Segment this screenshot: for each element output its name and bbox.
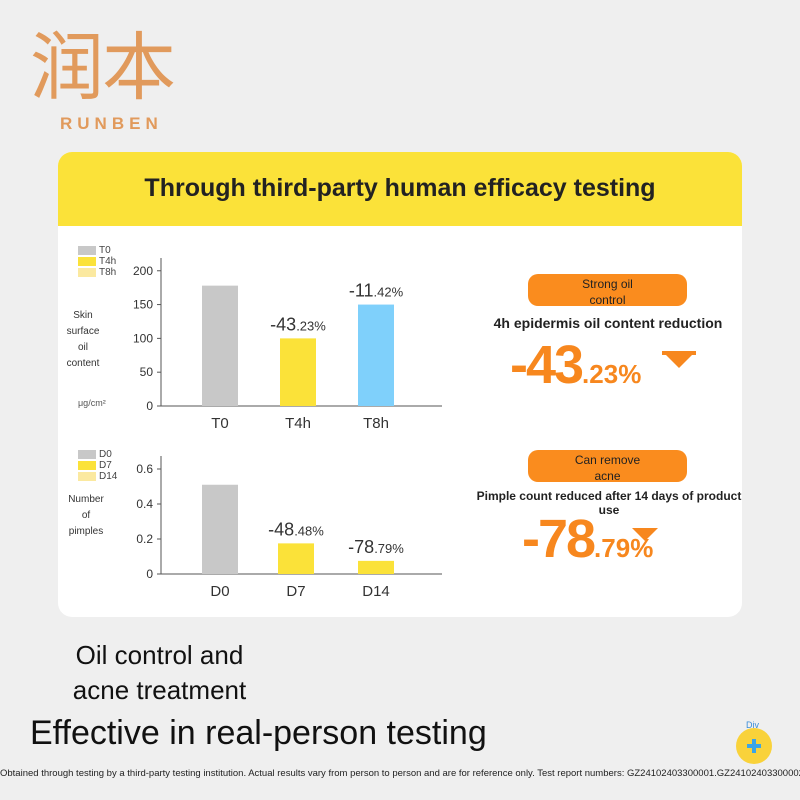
legend-swatch <box>78 449 96 459</box>
legend-item-d14: D14 <box>78 471 117 482</box>
chart1-legend: T0 T4h T8h <box>78 245 116 278</box>
x-tick-label: D0 <box>210 583 229 600</box>
badge-label: Div <box>746 720 759 730</box>
y-tick-label: 100 <box>133 331 153 345</box>
y-tick-label: 200 <box>133 264 153 278</box>
down-arrow-icon <box>666 355 692 368</box>
chart1-ylabel: Skin surface oil content <box>66 310 100 369</box>
data-label: -48.48% <box>268 519 324 539</box>
legend-swatch <box>78 471 96 481</box>
legend-item-d7: D7 <box>78 460 117 471</box>
bar-d7 <box>278 543 314 574</box>
x-tick-label: T0 <box>211 415 229 432</box>
headline-oil-acne: Oil control and acne treatment <box>72 640 247 705</box>
brand-logo-cn: 润本 <box>30 25 176 111</box>
y-tick-label: 0 <box>146 567 153 581</box>
bar-d0 <box>202 484 238 574</box>
x-tick-label: D7 <box>286 583 305 600</box>
efficacy-card: Through third-party human efficacy testi… <box>58 152 742 617</box>
y-tick-label: 0.4 <box>136 497 153 511</box>
card-header <box>58 152 742 226</box>
chart-pimples: 0 0.2 0.4 0.6 D0 D7 -48.48% D14 -78.79% <box>136 456 442 600</box>
divide-badge-icon <box>752 739 756 753</box>
bar-t0 <box>202 285 238 406</box>
highlight-acne-tag: Can remove acne <box>528 450 687 483</box>
highlight-acne-percent: -78.79% <box>522 509 654 569</box>
disclaimer-footnote: Obtained through testing by a third-part… <box>0 768 800 779</box>
chart2-legend: D0 D7 D14 <box>78 449 117 482</box>
x-tick-label: D14 <box>362 583 390 600</box>
legend-swatch <box>78 245 96 255</box>
data-label: -11.42% <box>349 281 404 301</box>
chart1-unit: μg/cm² <box>78 398 106 408</box>
data-label: -78.79% <box>348 537 404 557</box>
x-tick-label: T4h <box>285 415 311 432</box>
legend-swatch <box>78 460 96 470</box>
card-title: Through third-party human efficacy testi… <box>144 174 656 202</box>
highlight-oil-tag: Strong oil control <box>528 274 687 307</box>
bar-d14 <box>358 560 394 574</box>
legend-item-t4h: T4h <box>78 256 116 267</box>
highlight-acne-desc: Pimple count reduced after 14 days of pr… <box>476 489 742 517</box>
legend-item-t8h: T8h <box>78 267 116 278</box>
legend-item-t0: T0 <box>78 245 116 256</box>
brand-logo-en: RUNBEN <box>60 114 163 133</box>
chart2-ylabel: Number of pimples <box>68 494 104 537</box>
y-tick-label: 150 <box>133 298 153 312</box>
chart-oil-content: 0 50 100 150 200 T0 T4h -43.23% T8h -11.42% <box>133 258 442 432</box>
highlight-oil-percent: -43.23% <box>510 335 642 395</box>
highlight-oil-desc: 4h epidermis oil content reduction <box>493 315 723 331</box>
data-label: -43.23% <box>270 314 326 334</box>
down-arrow-icon <box>632 528 658 541</box>
bar-t4h <box>280 338 316 406</box>
headline-real-person: Effective in real-person testing <box>30 714 487 752</box>
x-tick-label: T8h <box>363 415 389 432</box>
y-tick-label: 0.6 <box>136 462 153 476</box>
legend-item-d0: D0 <box>78 449 117 460</box>
down-arrow-icon <box>662 351 696 355</box>
y-tick-label: 50 <box>140 365 154 379</box>
bar-t8h <box>358 304 394 406</box>
legend-swatch <box>78 256 96 266</box>
y-tick-label: 0.2 <box>136 532 153 546</box>
legend-swatch <box>78 267 96 277</box>
y-tick-label: 0 <box>146 399 153 413</box>
